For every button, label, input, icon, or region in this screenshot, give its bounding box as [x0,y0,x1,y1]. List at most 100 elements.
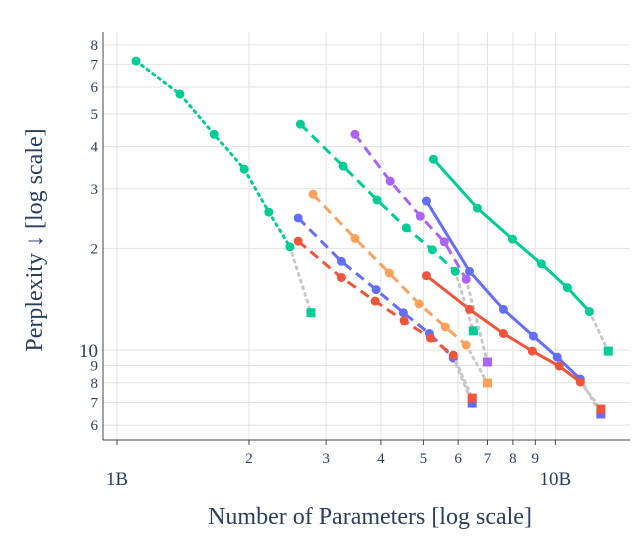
extrapolated-point [306,308,316,318]
data-point [528,331,538,341]
y-tick-label: 8 [91,38,99,54]
y-axis-label: Perplexity ↓ [log scale] [22,128,48,351]
x-tick-label: 3 [322,451,330,467]
x-axis-label: Number of Parameters [log scale] [208,504,532,530]
data-point [336,256,346,266]
x-tick-label: 1B [106,469,128,490]
data-point [498,304,508,314]
x-tick-label: 7 [484,451,492,467]
data-point [427,245,437,255]
extrapolated-point [467,398,477,408]
y-tick-label: 6 [91,80,99,96]
data-point [293,213,303,223]
data-point [398,308,408,318]
series-line [297,240,455,357]
extrapolated-point [482,378,492,388]
data-point [552,352,562,362]
data-point [338,161,348,171]
data-point [350,129,360,139]
data-point [385,176,395,186]
extrapolation-line [288,245,313,315]
data-point [293,236,303,246]
data-point [264,207,274,217]
data-point [507,234,517,244]
data-point [239,164,249,174]
y-tick-label: 7 [91,57,99,73]
data-point [472,203,482,213]
x-tick-label: 9 [532,451,540,467]
extrapolation-line [464,277,489,364]
y-tick-label: 9 [91,359,99,375]
series-line [299,123,457,273]
x-tick-label: 2 [245,451,253,467]
data-point [426,333,436,343]
data-point [295,119,305,129]
data-point [554,361,564,371]
data-point [584,307,594,317]
y-tick-label: 7 [91,395,99,411]
series-line [134,59,292,249]
series-line [311,193,468,347]
data-point [209,129,219,139]
data-point [384,268,394,278]
data-point [371,285,381,295]
data-point [440,322,450,332]
x-tick-label: 4 [377,451,385,467]
series-line [432,158,591,313]
data-point [415,211,425,221]
data-point [461,274,471,284]
data-point [450,266,460,276]
extrapolated-point [467,393,477,403]
extrapolated-point [596,409,606,419]
y-tick-label: 5 [91,107,99,123]
data-point [401,223,411,233]
data-point [461,340,471,350]
y-tick-label: 4 [91,140,99,156]
extrapolated-point [482,357,492,367]
data-point [575,377,585,387]
data-point [465,266,475,276]
extrapolated-point [596,404,606,414]
data-point [439,237,449,247]
data-point [421,271,431,281]
data-point [372,195,382,205]
data-point [336,272,346,282]
y-tick-label: 3 [91,182,99,198]
series-line [425,200,582,381]
data-point [350,233,360,243]
data-point [536,259,546,269]
x-tick-label: 5 [420,451,428,467]
data-point [285,242,295,252]
x-tick-label: 10B [540,469,572,490]
data-point [370,296,380,306]
extrapolated-point [603,346,613,356]
data-point [562,283,572,293]
extrapolation-line [451,353,474,400]
extrapolation-line [453,269,475,333]
plot [131,56,613,419]
x-tick-label: 8 [509,451,517,467]
data-point [527,346,537,356]
data-point [131,56,141,66]
y-tick-label: 6 [91,418,99,434]
data-point [308,189,318,199]
y-tick-label: 2 [91,241,99,257]
data-point [448,350,458,360]
data-point [498,328,508,338]
extrapolated-point [468,326,478,336]
y-tick-label: 8 [91,376,99,392]
x-tick-label: 6 [454,451,462,467]
data-point [428,154,438,164]
extrapolation-line [464,343,489,385]
data-point [421,196,431,206]
data-point [175,89,185,99]
data-point [399,316,409,326]
data-point [414,299,424,309]
extrapolation-line [587,310,610,353]
data-point [465,304,475,314]
series-line [353,133,468,281]
y-tick-label: 10 [79,341,98,362]
